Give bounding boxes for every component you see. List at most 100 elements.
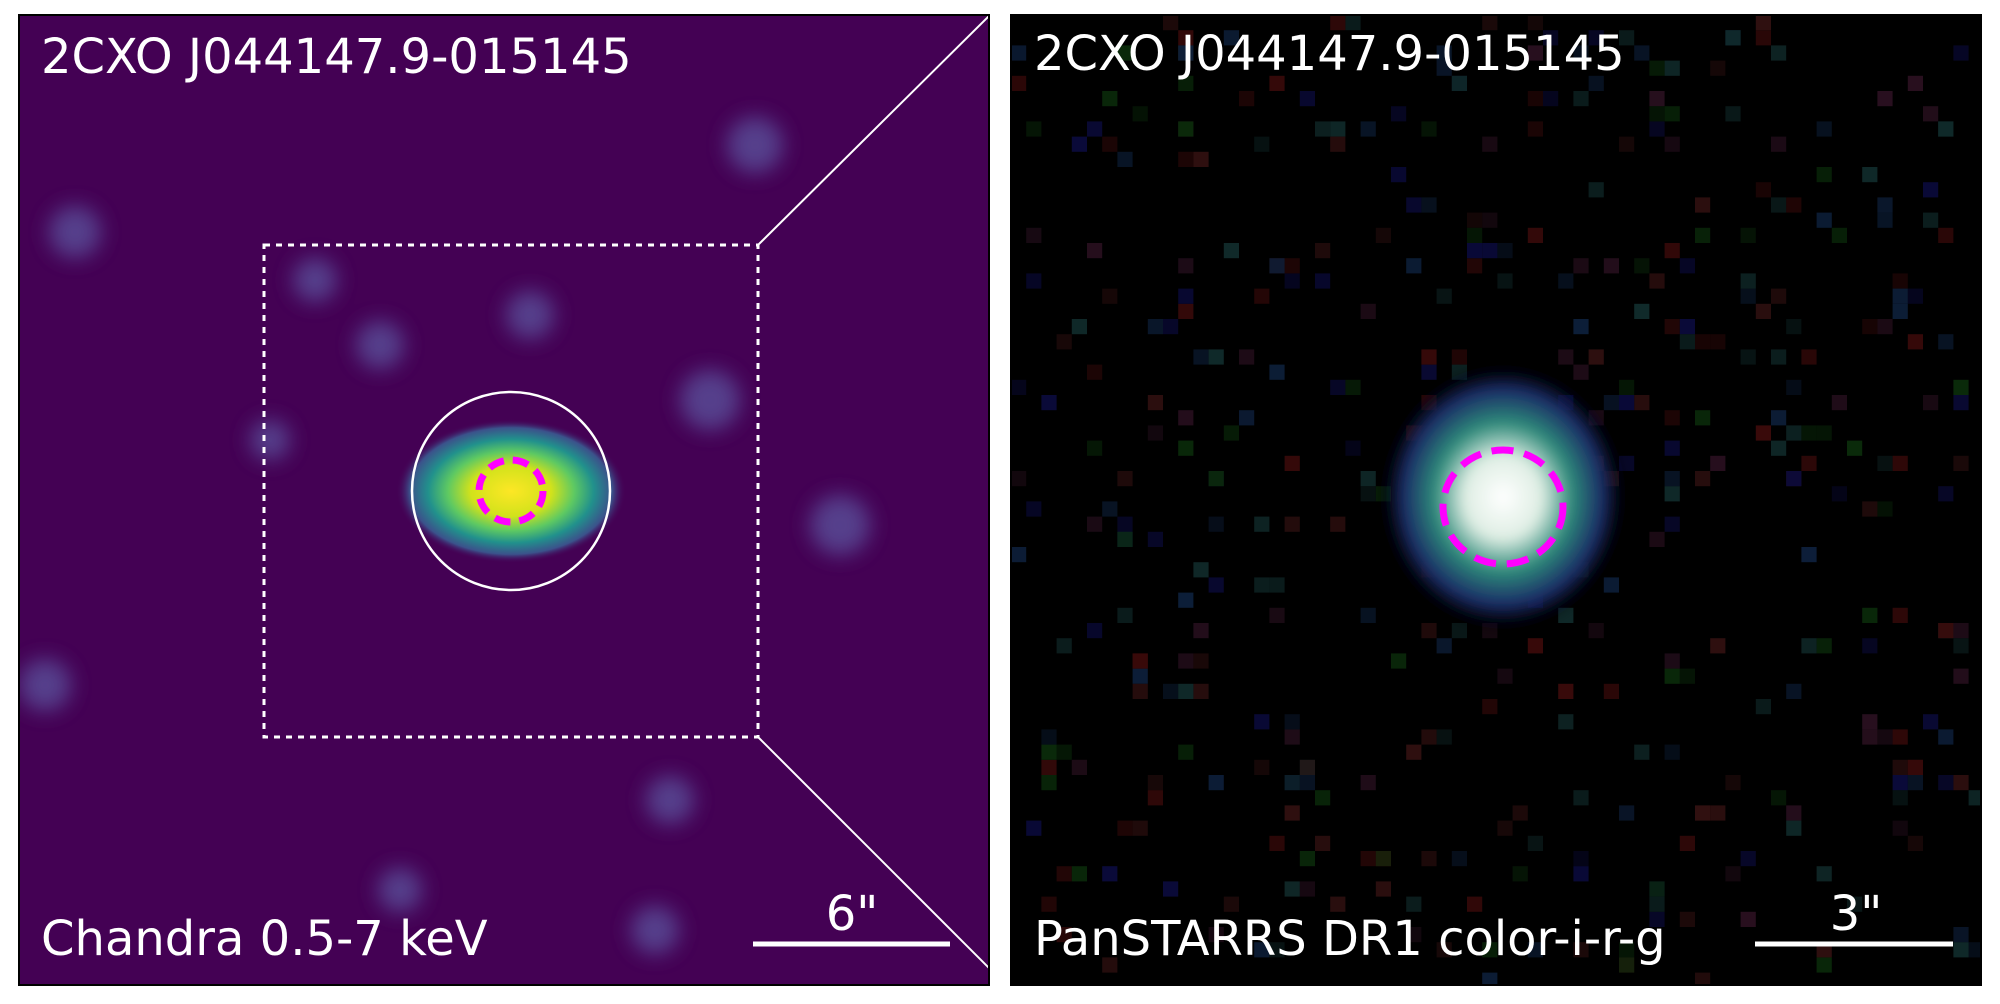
noise-pixel <box>1725 30 1741 46</box>
noise-pixel <box>1786 197 1802 213</box>
noise-pixel <box>1892 273 1908 289</box>
noise-pixel <box>1801 455 1817 471</box>
noise-pixel <box>1512 805 1528 821</box>
noise-pixel <box>1406 744 1422 760</box>
noise-pixel <box>1360 486 1376 502</box>
noise-pixel <box>1816 121 1832 137</box>
noise-pixel <box>1406 927 1422 943</box>
noise-pixel <box>1041 744 1057 760</box>
noise-pixel <box>1558 273 1574 289</box>
noise-pixel <box>1117 516 1133 532</box>
noise-pixel <box>1421 349 1437 365</box>
noise-pixel <box>1330 379 1346 395</box>
noise-pixel <box>1527 942 1543 958</box>
noise-pixel <box>1619 379 1635 395</box>
noise-pixel <box>1527 15 1543 31</box>
noise-pixel <box>1877 501 1893 517</box>
noise-pixel <box>1436 288 1452 304</box>
noise-pixel <box>1588 623 1604 639</box>
source-aperture <box>410 390 612 592</box>
noise-pixel <box>1786 683 1802 699</box>
noise-pixel <box>1102 957 1118 973</box>
noise-pixel <box>1269 258 1285 274</box>
noise-pixel <box>1299 851 1315 867</box>
noise-pixel <box>1087 243 1103 259</box>
noise-pixel <box>1649 531 1665 547</box>
noise-pixel <box>1831 227 1847 243</box>
noise-pixel <box>1345 15 1361 31</box>
noise-pixel <box>1786 471 1802 487</box>
noise-pixel <box>1087 623 1103 639</box>
noise-pixel <box>1041 896 1057 912</box>
noise-pixel <box>1573 866 1589 882</box>
noise-pixel <box>1907 288 1923 304</box>
noise-pixel <box>1299 775 1315 791</box>
noise-pixel <box>1938 486 1954 502</box>
noise-pixel <box>1239 91 1255 107</box>
noise-pixel <box>1938 623 1954 639</box>
optical-source <box>1378 362 1628 632</box>
noise-pixel <box>1695 805 1711 821</box>
noise-pixel <box>1269 75 1285 91</box>
noise-pixel <box>1740 227 1756 243</box>
panel-frame <box>1010 14 1982 986</box>
noise-pixel <box>1771 790 1787 806</box>
noise-pixel <box>1482 15 1498 31</box>
noise-pixel <box>1284 273 1300 289</box>
noise-pixel <box>1816 212 1832 228</box>
noise-pixel <box>1436 60 1452 76</box>
noise-pixel <box>1710 60 1726 76</box>
noise-pixel <box>1406 896 1422 912</box>
noise-pixel <box>1117 45 1133 61</box>
noise-pixel <box>1163 319 1179 335</box>
noise-pixel <box>1619 136 1635 152</box>
noise-pixel <box>1284 258 1300 274</box>
noise-pixel <box>1208 775 1224 791</box>
noise-pixel <box>1315 790 1331 806</box>
noise-pixel <box>1755 699 1771 715</box>
noise-pixel <box>1527 121 1543 137</box>
noise-pixel <box>1026 121 1042 137</box>
noise-pixel <box>1740 851 1756 867</box>
noise-pixel <box>1087 364 1103 380</box>
noise-pixel <box>1360 471 1376 487</box>
noise-pixel <box>1011 45 1027 61</box>
noise-pixel <box>1771 349 1787 365</box>
noise-pixel <box>1695 227 1711 243</box>
noise-pixel <box>1938 729 1954 745</box>
noise-pixel <box>1649 106 1665 122</box>
noise-pixel <box>1467 896 1483 912</box>
noise-pixel <box>1056 744 1072 760</box>
noise-pixel <box>1254 288 1270 304</box>
noise-pixel <box>1482 972 1498 985</box>
noise-pixel <box>1725 106 1741 122</box>
noise-pixel <box>1041 759 1057 775</box>
noise-pixel <box>1892 288 1908 304</box>
noise-pixel <box>1269 364 1285 380</box>
panel-frame <box>18 14 990 986</box>
noise-pixel <box>1193 653 1209 669</box>
noise-pixel <box>1862 501 1878 517</box>
noise-pixel <box>1740 273 1756 289</box>
noise-pixel <box>1527 638 1543 654</box>
noise-pixel <box>1771 410 1787 426</box>
noise-pixel <box>1695 972 1711 985</box>
noise-pixel <box>1360 775 1376 791</box>
noise-pixel <box>1619 942 1635 958</box>
x-ray-source <box>396 419 626 563</box>
noise-pixel <box>1041 775 1057 791</box>
noise-pixel <box>1907 835 1923 851</box>
noise-pixel <box>1679 668 1695 684</box>
noise-pixel <box>1497 273 1513 289</box>
noise-pixel <box>1071 759 1087 775</box>
noise-pixel <box>1330 896 1346 912</box>
noise-pixel <box>1011 379 1027 395</box>
noise-pixel <box>1877 319 1893 335</box>
noise-pixel <box>1953 942 1969 958</box>
noise-pixel <box>1603 683 1619 699</box>
noise-pixel <box>1284 714 1300 730</box>
noise-pixel <box>1087 440 1103 456</box>
noise-pixel <box>1178 592 1194 608</box>
noise-pixel <box>1132 668 1148 684</box>
noise-pixel <box>1573 790 1589 806</box>
